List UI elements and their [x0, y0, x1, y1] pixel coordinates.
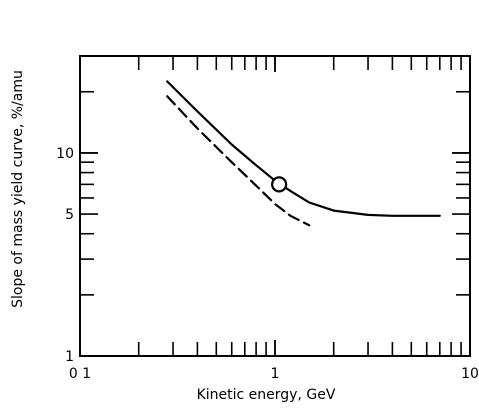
dashed-curve — [166, 95, 311, 227]
series-layer — [166, 80, 441, 227]
y-tick-label: 10 — [56, 146, 74, 162]
y-axis-title: Slope of mass yield curve, %/amu — [10, 70, 26, 308]
x-tick-label: 10 — [461, 366, 479, 382]
y-tick-label: 5 — [65, 207, 74, 223]
data-point-marker — [271, 176, 288, 193]
axis-ticks — [79, 55, 471, 357]
x-tick-label: 0 1 — [69, 366, 91, 382]
x-tick-label: 1 — [271, 366, 280, 382]
marker-layer — [271, 176, 288, 193]
x-axis-title: Kinetic energy, GeV — [197, 387, 336, 403]
solid-curve — [166, 80, 441, 217]
plot-frame — [79, 55, 471, 357]
y-tick-label: 1 — [65, 349, 74, 365]
